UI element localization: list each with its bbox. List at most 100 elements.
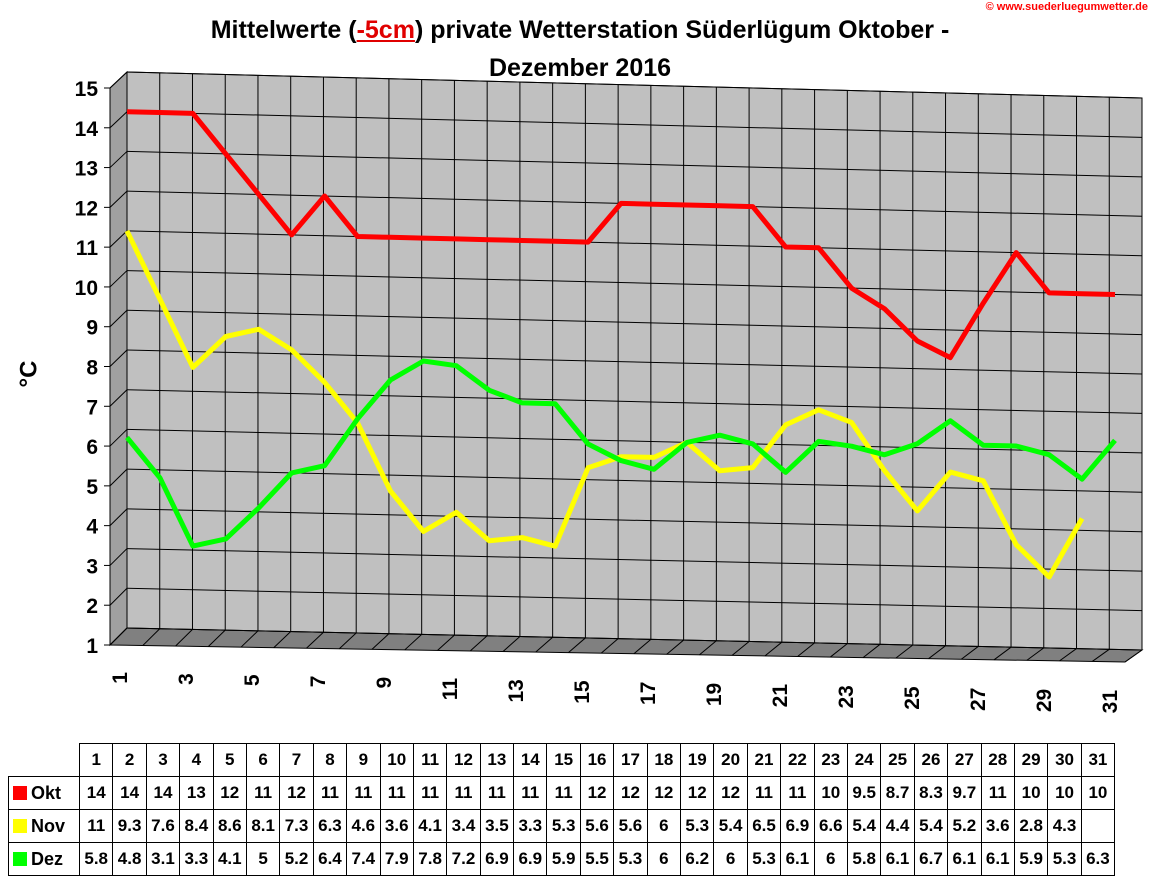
- side-gridline: [109, 111, 128, 129]
- table-cell: 12: [212, 776, 247, 810]
- table-header-day: 9: [346, 743, 381, 777]
- table-cell: 8.7: [880, 776, 915, 810]
- x-tick-label: 5: [241, 674, 264, 686]
- legend-entry: Okt: [8, 776, 80, 810]
- table-header-day: 1: [78, 743, 114, 777]
- table-cell: 5.3: [746, 842, 782, 876]
- table-header-day: 29: [1013, 743, 1049, 777]
- table-header-day: 5: [212, 743, 247, 777]
- table-cell: 6.9: [513, 842, 548, 876]
- table-cell: 9.5: [846, 776, 882, 810]
- series-line-okt: [126, 109, 1116, 361]
- table-cell: 6.9: [780, 809, 815, 843]
- floor-gridline: [502, 636, 521, 652]
- table-cell: 5.4: [713, 809, 748, 843]
- y-tick-label: 1: [86, 635, 98, 658]
- table-header-day: 19: [680, 743, 715, 777]
- side-gridline: [109, 270, 128, 288]
- h-gridline: [126, 389, 1143, 414]
- side-gridline: [109, 151, 128, 168]
- y-tick-label: 2: [86, 595, 98, 618]
- floor-gridline: [1124, 649, 1143, 663]
- table-cell: 12: [680, 776, 715, 810]
- table-cell: 11: [245, 776, 281, 810]
- table-cell: 11: [446, 776, 481, 810]
- table-header-day: 24: [846, 743, 882, 777]
- h-gridline: [126, 71, 1143, 99]
- table-cell: 3.3: [513, 809, 548, 843]
- side-gridline: [109, 71, 128, 89]
- floor-gridline: [404, 634, 423, 651]
- table-cell: 6.1: [980, 842, 1015, 876]
- table-cell: 5: [245, 842, 281, 876]
- table-cell: 11: [479, 776, 515, 810]
- table-cell: 8.6: [212, 809, 247, 843]
- floor-gridline: [273, 631, 292, 649]
- legend-entry: Nov: [8, 809, 80, 843]
- side-gridline: [109, 508, 128, 526]
- y-tick-label: 14: [75, 118, 99, 141]
- x-tick-label: 13: [505, 679, 528, 702]
- table-header-day: 13: [479, 743, 515, 777]
- x-tick-label: 29: [1033, 689, 1056, 712]
- table-header-day: 26: [913, 743, 949, 777]
- table-header-day: 12: [446, 743, 481, 777]
- table-cell: 6.1: [947, 842, 982, 876]
- table-cell: 4.8: [112, 842, 147, 876]
- floor-gridline: [568, 637, 586, 654]
- floor-gridline: [830, 643, 848, 658]
- table-header-day: 6: [245, 743, 281, 777]
- h-gridline: [126, 627, 1143, 651]
- table-cell: 12: [613, 776, 648, 810]
- table-cell: 3.6: [379, 809, 414, 843]
- x-tick-label: 23: [835, 685, 858, 708]
- table-cell: 12: [646, 776, 682, 810]
- table-cell: 14: [78, 776, 114, 810]
- y-tick-label: 4: [86, 516, 98, 539]
- table-header-day: 28: [980, 743, 1015, 777]
- table-cell: 13: [179, 776, 214, 810]
- floor-gridline: [371, 633, 390, 650]
- table-cell: 5.8: [846, 842, 882, 876]
- table-header-day: 22: [780, 743, 815, 777]
- table-header-day: 25: [880, 743, 915, 777]
- table-cell: 7.9: [379, 842, 414, 876]
- floor-gridline: [306, 631, 324, 649]
- table-cell: 5.3: [680, 809, 715, 843]
- table-cell: 5.3: [613, 842, 648, 876]
- chart-title-line2: Dezember 2016: [488, 54, 672, 82]
- table-cell: 5.2: [947, 809, 982, 843]
- floor-gridline: [240, 630, 259, 648]
- table-cell: 12: [713, 776, 748, 810]
- table-cell: 6: [646, 809, 682, 843]
- data-table: 1 2 3 4 5 6 7 8 9 10 11 12 13 14 15 16 17 18 19 20 21 22 23 24 2…: [8, 743, 1116, 876]
- chart-title: Mittelwerte (-5cm) private Wetterstation…: [210, 16, 950, 44]
- floor-gridline: [109, 627, 128, 646]
- table-header-day: 2: [112, 743, 147, 777]
- table-cell: 11: [346, 776, 381, 810]
- legend-swatch: [13, 785, 27, 800]
- table-cell: 7.2: [446, 842, 481, 876]
- table-cell: 11: [412, 776, 448, 810]
- side-gridline: [109, 468, 128, 487]
- table-header-day: 31: [1080, 743, 1116, 777]
- table-header-day: 23: [813, 743, 848, 777]
- table-cell: 12: [579, 776, 615, 810]
- table-header-day: 27: [947, 743, 982, 777]
- floor-gridline: [862, 643, 881, 659]
- h-gridline: [126, 428, 1143, 454]
- table-header-day: 18: [646, 743, 682, 777]
- table-row: Okt 14 14 14 13 12 11 12 11 11 11 11 11 11 11 11 12 12 12 1…: [8, 776, 1116, 810]
- table-cell: 12: [279, 776, 314, 810]
- table-header-day: 8: [312, 743, 348, 777]
- table-cell: 7.8: [412, 842, 448, 876]
- table-header-day: 3: [145, 743, 181, 777]
- table-header-day: 17: [613, 743, 648, 777]
- table-cell: 5.3: [546, 809, 581, 843]
- side-gridline: [109, 349, 128, 367]
- x-tick-label: 27: [967, 688, 990, 711]
- x-tick-label: 1: [109, 672, 132, 684]
- table-cell: 5.8: [78, 842, 114, 876]
- h-gridline: [126, 587, 1143, 612]
- table-cell: 11: [379, 776, 414, 810]
